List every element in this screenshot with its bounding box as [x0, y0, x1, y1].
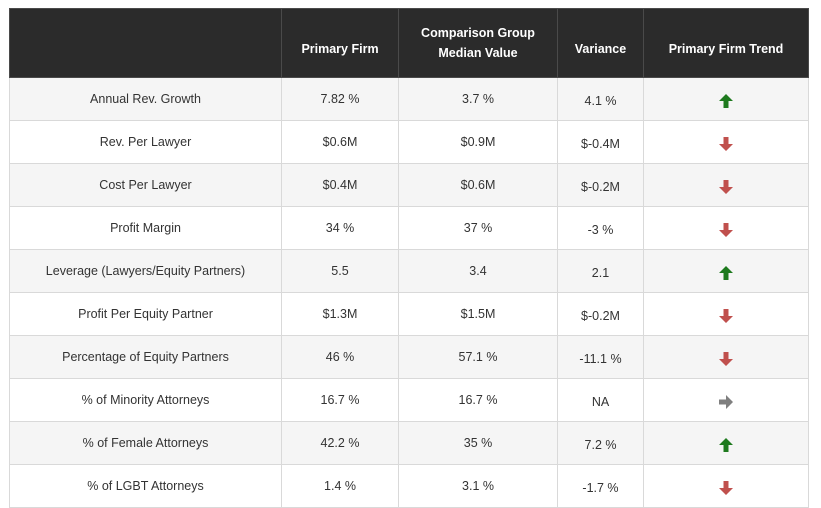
table-row: % of Minority Attorneys 16.7 % 16.7 % NA — [9, 378, 809, 422]
variance-cell: 4.1 % — [557, 77, 644, 121]
metric-cell: Profit Margin — [9, 206, 282, 250]
down-arrow-icon — [717, 178, 735, 196]
down-arrow-icon — [717, 307, 735, 325]
header-metric — [9, 8, 282, 78]
median-value-cell: $0.6M — [398, 163, 558, 207]
median-value-cell: $1.5M — [398, 292, 558, 336]
metric-cell: Leverage (Lawyers/Equity Partners) — [9, 249, 282, 293]
primary-firm-cell: $0.4M — [281, 163, 399, 207]
primary-firm-cell: 5.5 — [281, 249, 399, 293]
primary-firm-cell: 16.7 % — [281, 378, 399, 422]
metric-cell: % of Minority Attorneys — [9, 378, 282, 422]
trend-cell — [643, 77, 809, 121]
metric-cell: Annual Rev. Growth — [9, 77, 282, 121]
header-median-line2: Median Value — [438, 46, 518, 60]
variance-cell: NA — [557, 378, 644, 422]
table-row: Cost Per Lawyer $0.4M $0.6M $-0.2M — [9, 163, 809, 207]
comparison-table: Primary Firm Comparison Group Median Val… — [9, 8, 809, 508]
header-trend: Primary Firm Trend — [643, 8, 809, 78]
trend-cell — [643, 421, 809, 465]
header-primary-firm: Primary Firm — [281, 8, 399, 78]
down-arrow-icon — [717, 350, 735, 368]
variance-cell: -11.1 % — [557, 335, 644, 379]
metric-cell: Profit Per Equity Partner — [9, 292, 282, 336]
metric-cell: Percentage of Equity Partners — [9, 335, 282, 379]
table-row: % of LGBT Attorneys 1.4 % 3.1 % -1.7 % — [9, 464, 809, 508]
trend-cell — [643, 378, 809, 422]
variance-cell: -1.7 % — [557, 464, 644, 508]
table-row: Percentage of Equity Partners 46 % 57.1 … — [9, 335, 809, 379]
table-body: Annual Rev. Growth 7.82 % 3.7 % 4.1 % Re… — [9, 77, 809, 508]
table-row: % of Female Attorneys 42.2 % 35 % 7.2 % — [9, 421, 809, 465]
header-median-value: Comparison Group Median Value — [398, 8, 558, 78]
median-value-cell: 3.1 % — [398, 464, 558, 508]
variance-cell: 7.2 % — [557, 421, 644, 465]
median-value-cell: 57.1 % — [398, 335, 558, 379]
header-median-line1: Comparison Group — [421, 26, 535, 40]
trend-cell — [643, 292, 809, 336]
up-arrow-icon — [717, 264, 735, 282]
metric-cell: Cost Per Lawyer — [9, 163, 282, 207]
primary-firm-cell: 46 % — [281, 335, 399, 379]
median-value-cell: 16.7 % — [398, 378, 558, 422]
up-arrow-icon — [717, 436, 735, 454]
table-header: Primary Firm Comparison Group Median Val… — [9, 8, 809, 78]
median-value-cell: 3.4 — [398, 249, 558, 293]
median-value-cell: 3.7 % — [398, 77, 558, 121]
median-value-cell: 37 % — [398, 206, 558, 250]
up-arrow-icon — [717, 92, 735, 110]
table-row: Rev. Per Lawyer $0.6M $0.9M $-0.4M — [9, 120, 809, 164]
right-arrow-icon — [717, 393, 735, 411]
variance-cell: 2.1 — [557, 249, 644, 293]
table-row: Profit Margin 34 % 37 % -3 % — [9, 206, 809, 250]
metric-cell: % of LGBT Attorneys — [9, 464, 282, 508]
trend-cell — [643, 120, 809, 164]
metric-cell: % of Female Attorneys — [9, 421, 282, 465]
primary-firm-cell: 34 % — [281, 206, 399, 250]
down-arrow-icon — [717, 221, 735, 239]
comparison-table-container: Primary Firm Comparison Group Median Val… — [9, 8, 809, 508]
trend-cell — [643, 335, 809, 379]
median-value-cell: $0.9M — [398, 120, 558, 164]
table-row: Profit Per Equity Partner $1.3M $1.5M $-… — [9, 292, 809, 336]
down-arrow-icon — [717, 135, 735, 153]
primary-firm-cell: $1.3M — [281, 292, 399, 336]
variance-cell: -3 % — [557, 206, 644, 250]
trend-cell — [643, 464, 809, 508]
table-row: Annual Rev. Growth 7.82 % 3.7 % 4.1 % — [9, 77, 809, 121]
primary-firm-cell: 1.4 % — [281, 464, 399, 508]
primary-firm-cell: 42.2 % — [281, 421, 399, 465]
trend-cell — [643, 206, 809, 250]
trend-cell — [643, 249, 809, 293]
header-variance: Variance — [557, 8, 644, 78]
variance-cell: $-0.4M — [557, 120, 644, 164]
primary-firm-cell: 7.82 % — [281, 77, 399, 121]
trend-cell — [643, 163, 809, 207]
header-row: Primary Firm Comparison Group Median Val… — [9, 8, 809, 78]
metric-cell: Rev. Per Lawyer — [9, 120, 282, 164]
median-value-cell: 35 % — [398, 421, 558, 465]
table-row: Leverage (Lawyers/Equity Partners) 5.5 3… — [9, 249, 809, 293]
variance-cell: $-0.2M — [557, 163, 644, 207]
primary-firm-cell: $0.6M — [281, 120, 399, 164]
down-arrow-icon — [717, 479, 735, 497]
variance-cell: $-0.2M — [557, 292, 644, 336]
